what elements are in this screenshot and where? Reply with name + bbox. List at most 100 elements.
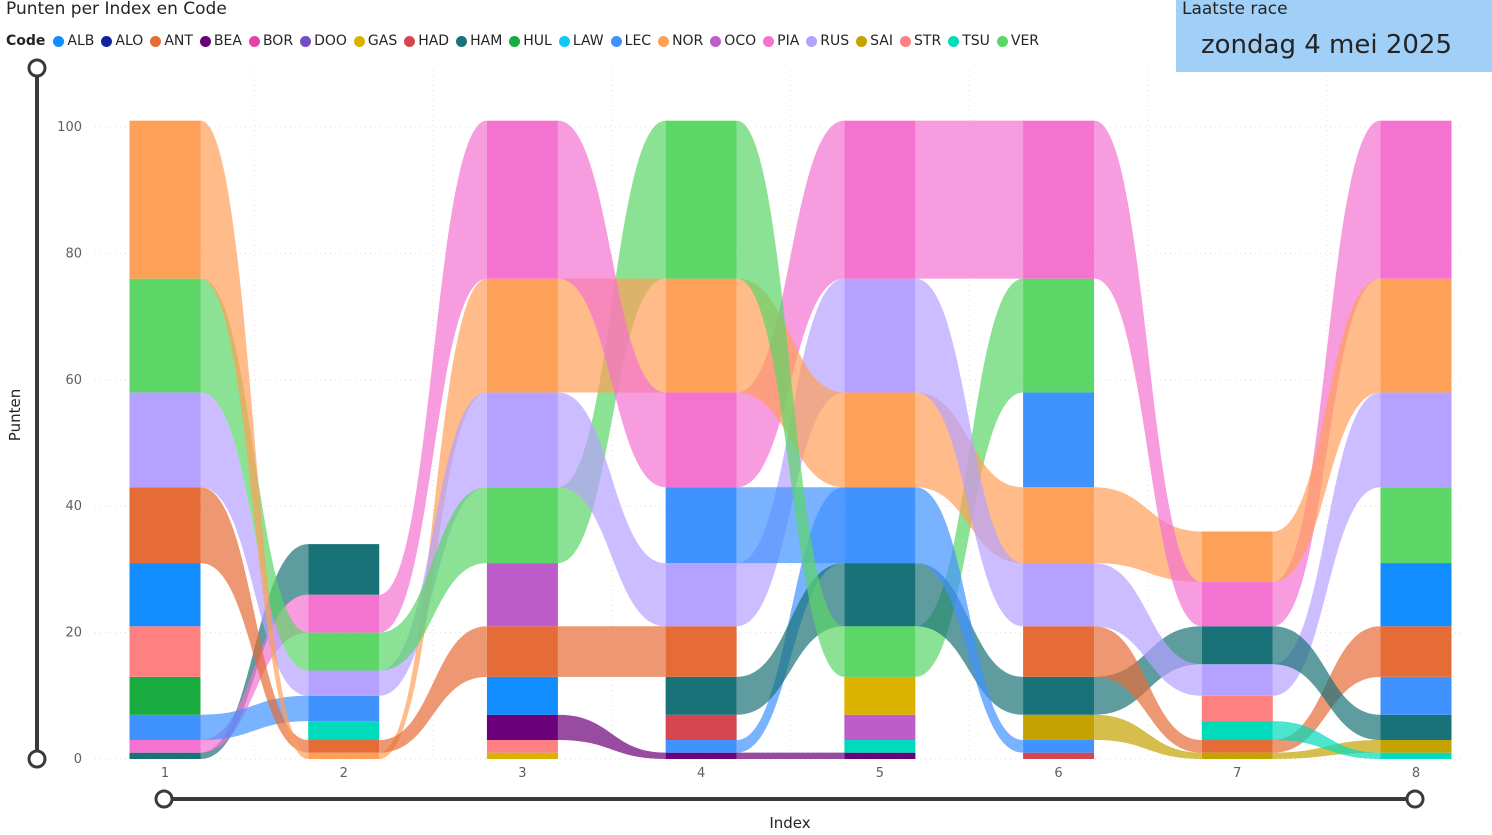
bar-segment-tsu[interactable]: [1201, 721, 1273, 741]
x-slider-handle-min[interactable]: [154, 789, 174, 809]
legend-item-alo[interactable]: ALO: [101, 33, 143, 49]
bar-segment-ver[interactable]: [129, 278, 201, 393]
bar-segment-rus[interactable]: [1201, 664, 1273, 696]
bar-segment-tsu[interactable]: [1380, 752, 1452, 759]
bar-segment-ham[interactable]: [665, 676, 737, 715]
y-slider-handle-max[interactable]: [27, 58, 47, 78]
bar-segment-pia[interactable]: [129, 740, 201, 753]
legend-item-ant[interactable]: ANT: [150, 33, 193, 49]
bar-segment-ham[interactable]: [1023, 676, 1095, 715]
legend-item-doo[interactable]: DOO: [300, 33, 347, 49]
bar-segment-gas[interactable]: [844, 676, 916, 715]
ribbon-lec[interactable]: [736, 487, 845, 564]
ribbon-ant[interactable]: [200, 487, 309, 753]
bar-segment-lec[interactable]: [665, 740, 737, 753]
ribbon-lec[interactable]: [915, 487, 1024, 753]
bar-segment-pia[interactable]: [1380, 120, 1452, 279]
ribbon-tsu[interactable]: [1272, 721, 1381, 759]
bar-segment-ham[interactable]: [129, 752, 201, 759]
ribbon-nor[interactable]: [200, 120, 309, 760]
bar-segment-ver[interactable]: [844, 626, 916, 677]
bar-segment-had[interactable]: [665, 714, 737, 741]
ribbon-ham[interactable]: [1094, 626, 1202, 715]
bar-segment-ant[interactable]: [1023, 626, 1095, 677]
ribbon-rus[interactable]: [557, 392, 666, 627]
bar-segment-pia[interactable]: [1023, 120, 1095, 279]
legend-item-gas[interactable]: GAS: [353, 33, 397, 49]
bar-segment-sai[interactable]: [1023, 714, 1095, 741]
bar-segment-sai[interactable]: [1380, 740, 1452, 753]
bar-segment-nor[interactable]: [844, 392, 916, 488]
bar-segment-ver[interactable]: [308, 632, 380, 671]
legend-item-str[interactable]: STR: [900, 33, 941, 49]
ribbon-rus[interactable]: [1094, 563, 1202, 696]
bar-segment-pia[interactable]: [486, 120, 558, 279]
legend-item-tsu[interactable]: TSU: [948, 33, 990, 49]
bar-segment-bea[interactable]: [486, 714, 558, 741]
legend-item-rus[interactable]: RUS: [806, 33, 849, 49]
bar-segment-alb[interactable]: [129, 563, 201, 627]
legend-item-law[interactable]: LAW: [558, 33, 604, 49]
ribbon-pia[interactable]: [915, 120, 1024, 279]
bar-segment-ver[interactable]: [486, 487, 558, 564]
ribbon-pia[interactable]: [1272, 120, 1381, 627]
ribbon-ver[interactable]: [379, 487, 487, 671]
bar-segment-ver[interactable]: [1023, 278, 1095, 393]
y-slider-handle-min[interactable]: [27, 749, 47, 769]
bar-segment-lec[interactable]: [129, 714, 201, 741]
bar-segment-nor[interactable]: [665, 278, 737, 393]
bar-segment-lec[interactable]: [308, 695, 380, 722]
bar-segment-ant[interactable]: [1201, 740, 1273, 753]
bar-segment-alb[interactable]: [1380, 563, 1452, 627]
bar-segment-ver[interactable]: [665, 120, 737, 279]
legend-item-nor[interactable]: NOR: [658, 33, 703, 49]
bar-segment-nor[interactable]: [1023, 487, 1095, 564]
ribbon-ant[interactable]: [379, 626, 487, 753]
bar-segment-lec[interactable]: [1023, 392, 1095, 488]
bar-segment-ant[interactable]: [1380, 626, 1452, 677]
bar-segment-oco[interactable]: [486, 563, 558, 627]
legend-item-sai[interactable]: SAI: [856, 33, 893, 49]
bar-segment-rus[interactable]: [844, 278, 916, 393]
ribbon-ham[interactable]: [1272, 626, 1381, 741]
ribbon-rus[interactable]: [200, 392, 309, 696]
bar-segment-rus[interactable]: [486, 392, 558, 488]
bar-segment-ver[interactable]: [1380, 487, 1452, 564]
bar-segment-pia[interactable]: [844, 120, 916, 279]
bar-segment-pia[interactable]: [665, 392, 737, 488]
bar-segment-nor[interactable]: [1380, 278, 1452, 393]
ribbon-nor[interactable]: [379, 278, 487, 759]
bar-segment-rus[interactable]: [1023, 563, 1095, 627]
ribbon-pia[interactable]: [557, 120, 666, 488]
ribbon-ant[interactable]: [557, 626, 666, 677]
ribbon-bea[interactable]: [736, 752, 845, 759]
legend-item-had[interactable]: HAD: [404, 33, 449, 49]
bar-segment-rus[interactable]: [129, 392, 201, 488]
legend-item-ham[interactable]: HAM: [456, 33, 502, 49]
bar-segment-hul[interactable]: [129, 676, 201, 715]
ribbon-pia[interactable]: [1094, 120, 1202, 627]
legend-item-bor[interactable]: BOR: [248, 33, 293, 49]
bar-segment-pia[interactable]: [308, 594, 380, 633]
ribbon-bea[interactable]: [557, 714, 666, 759]
bar-segment-gas[interactable]: [486, 752, 558, 759]
bar-segment-tsu[interactable]: [308, 721, 380, 741]
y-range-slider[interactable]: [27, 58, 47, 769]
bar-segment-lec[interactable]: [844, 487, 916, 564]
bar-segment-ant[interactable]: [308, 740, 380, 753]
bar-segment-str[interactable]: [1201, 695, 1273, 722]
bar-segment-str[interactable]: [486, 740, 558, 753]
legend-item-alb[interactable]: ALB: [53, 33, 94, 49]
legend-item-oco[interactable]: OCO: [710, 33, 756, 49]
legend-item-ver[interactable]: VER: [996, 33, 1039, 49]
bar-segment-sai[interactable]: [1201, 752, 1273, 759]
x-slider-handle-max[interactable]: [1405, 789, 1425, 809]
bar-segment-had[interactable]: [1023, 752, 1095, 759]
bar-segment-rus[interactable]: [665, 563, 737, 627]
legend-item-bea[interactable]: BEA: [199, 33, 242, 49]
bar-segment-alb[interactable]: [486, 676, 558, 715]
ribbon-ant[interactable]: [1094, 626, 1202, 753]
bar-segment-bea[interactable]: [844, 752, 916, 759]
bar-segment-ant[interactable]: [486, 626, 558, 677]
bar-segment-str[interactable]: [129, 626, 201, 677]
